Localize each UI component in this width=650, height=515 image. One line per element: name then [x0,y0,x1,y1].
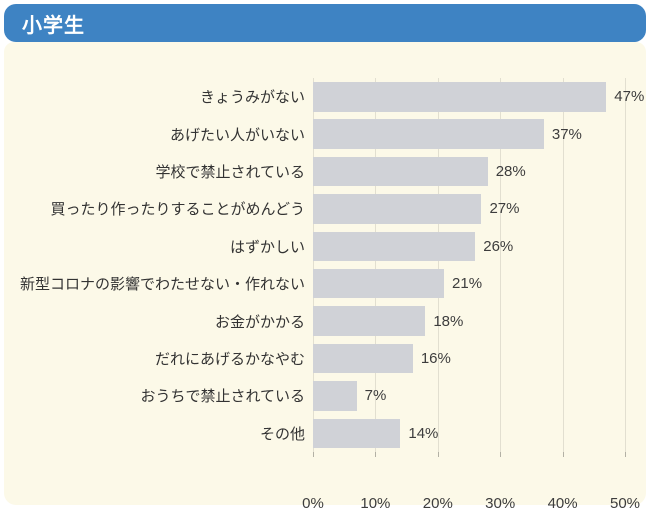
category-label: 買ったり作ったりすることがめんどう [50,201,305,219]
value-label: 37% [551,125,582,143]
bar [313,119,544,149]
bar-row: 27% [313,190,625,227]
x-tick-label: 30% [485,495,516,512]
value-label: 47% [614,88,645,106]
chart-card: 小学生 きょうみがないあげたい人がいない学校で禁止されている買ったり作ったりする… [4,4,646,512]
category-label: 新型コロナの影響でわたせない・作れない [19,276,305,294]
x-tick-label: 0% [302,495,324,512]
x-axis: 0% 10% 20% 30% 40% 50% [302,495,640,515]
gridline [625,78,626,457]
x-tick-label: 20% [422,495,453,512]
bar-row: 16% [313,340,625,377]
bar [313,194,482,224]
bar-row: 21% [313,265,625,302]
value-label: 18% [433,312,464,330]
plot-area: 47% 37% 28% 27% 26% 21% 18% 16% 7% 14% [313,78,644,457]
bar [313,156,488,187]
bar-row: 37% [313,115,625,152]
bar-row: 28% [313,153,625,190]
value-label: 7% [364,387,387,405]
category-label: おうちで禁止されている [140,388,305,406]
value-label: 16% [420,349,451,367]
bar-row: 26% [313,228,625,265]
category-label: きょうみがない [199,89,305,107]
category-label: その他 [259,425,305,443]
axis-tick-mark [375,452,377,457]
bar [313,306,426,336]
bar-chart: きょうみがないあげたい人がいない学校で禁止されている買ったり作ったりすることがめ… [4,42,646,512]
category-label: はずかしい [229,238,305,256]
value-label: 21% [452,275,483,293]
gridline [375,78,377,457]
category-label: 学校で禁止されている [155,163,305,181]
value-label: 14% [408,424,439,442]
gridline [437,78,439,457]
value-label: 28% [495,162,526,180]
bar [313,82,607,112]
gridline [562,78,564,457]
bar-row: 47% [313,78,644,115]
bar [313,381,357,411]
x-tick-label: 50% [609,495,641,512]
bar [313,268,445,299]
bar-row: 7% [313,377,625,414]
category-label: お金がかかる [214,313,305,331]
value-label: 27% [489,200,520,218]
axis-tick-mark [625,452,626,457]
bar [313,418,401,449]
x-tick-label: 10% [360,495,391,512]
chart-title: 小学生 [22,14,85,37]
axis-tick-mark [437,452,439,457]
gridline [313,78,314,457]
axis-tick-mark [500,452,502,457]
chart-title-bar: 小学生 [4,4,646,42]
category-label: あげたい人がいない [169,126,305,144]
bar-row: 18% [313,302,625,339]
value-label: 26% [483,237,514,255]
category-label: だれにあげるかなやむ [154,350,305,368]
axis-tick-mark [313,452,314,457]
gridline [500,78,502,457]
category-axis: きょうみがないあげたい人がいない学校で禁止されている買ったり作ったりすることがめ… [4,78,305,452]
bar [313,231,476,262]
x-tick-label: 40% [547,495,578,512]
bar-row: 14% [313,415,625,452]
axis-tick-mark [562,452,564,457]
bar [313,343,413,374]
